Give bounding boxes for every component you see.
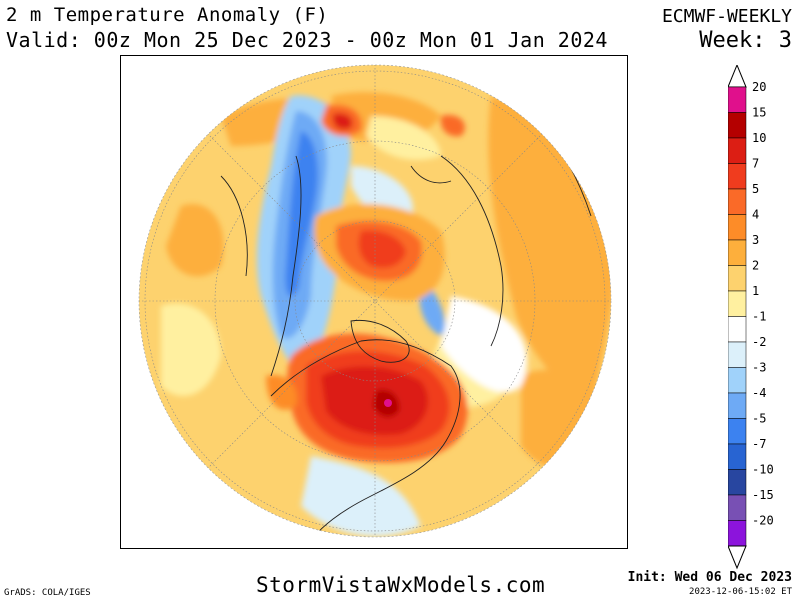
colorbar-tick-label: 15: [752, 106, 766, 120]
colorbar-tick-label: 2: [752, 259, 759, 273]
init-time: Init: Wed 06 Dec 2023: [627, 570, 792, 585]
polar-stereographic-map: [138, 64, 612, 538]
colorbar-swatch: [727, 290, 747, 317]
colorbar-swatch: [727, 469, 747, 496]
colorbar-swatch: [727, 341, 747, 368]
colorbar-swatch: [727, 443, 747, 470]
colorbar-tick-label: 20: [752, 80, 766, 94]
colorbar-top-arrow: [727, 63, 747, 88]
valid-period: Valid: 00z Mon 25 Dec 2023 - 00z Mon 01 …: [6, 28, 608, 52]
colorbar-swatch: [727, 392, 747, 419]
colorbar-tick-label: -15: [752, 488, 774, 502]
map-title: 2 m Temperature Anomaly (F): [6, 4, 329, 26]
colorbar-swatch: [727, 137, 747, 164]
colorbar-bottom-arrow: [727, 545, 747, 570]
colorbar-swatch: [727, 265, 747, 292]
colorbar-tick-label: -7: [752, 437, 766, 451]
colorbar-swatch: [727, 188, 747, 215]
colorbar-swatch: [727, 494, 747, 521]
colorbar-tick-label: 10: [752, 131, 766, 145]
colorbar-tick-label: -20: [752, 514, 774, 528]
colorbar-tick-label: -3: [752, 361, 766, 375]
colorbar-tick-label: -2: [752, 335, 766, 349]
colorbar-swatch: [727, 316, 747, 343]
colorbar-swatch: [727, 214, 747, 241]
temperature-anomaly-map: [120, 55, 628, 549]
colorbar-swatch: [727, 163, 747, 190]
render-timestamp: 2023-12-06-15:02 ET: [689, 587, 792, 597]
colorbar-swatch: [727, 86, 747, 113]
model-name: ECMWF-WEEKLY: [661, 6, 792, 27]
colorbar-tick-label: 4: [752, 208, 759, 222]
colorbar-tick-label: 3: [752, 233, 759, 247]
colorbar-tick-label: -4: [752, 386, 766, 400]
color-scale-bar: 20 15 10 7 5 4 3 2 1 -1 -2 -3 -4 -5 -7 -10 -15 -20: [727, 63, 774, 570]
colorbar-swatch: [727, 112, 747, 139]
colorbar-tick-label: 1: [752, 284, 759, 298]
website-watermark: StormVistaWxModels.com: [256, 573, 546, 597]
colorbar-swatch: [727, 520, 747, 547]
colorbar-swatch: [727, 239, 747, 266]
colorbar-tick-label: 7: [752, 157, 759, 171]
colorbar-tick-label: -5: [752, 412, 766, 426]
colorbar-swatch: [727, 418, 747, 445]
color-scale-legend: 20 15 10 7 5 4 3 2 1 -1 -2 -3 -4 -5 -7 -10 -15 -20: [727, 63, 798, 570]
colorbar-tick-label: 5: [752, 182, 759, 196]
software-credit: GrADS: COLA/IGES: [4, 588, 91, 598]
anomaly-field: [139, 65, 611, 537]
colorbar-swatch: [727, 367, 747, 394]
forecast-week: Week: 3: [699, 28, 792, 53]
colorbar-tick-label: -10: [752, 463, 774, 477]
colorbar-tick-label: -1: [752, 310, 766, 324]
